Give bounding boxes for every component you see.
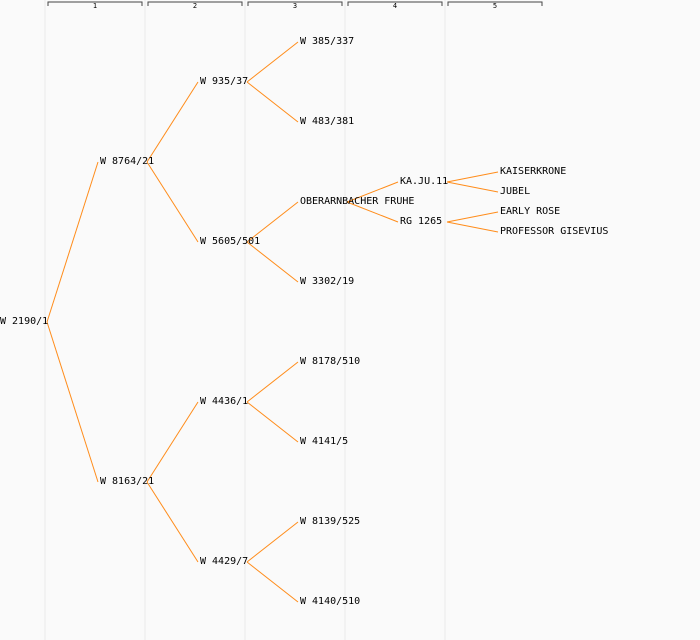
edge-n1-n12 — [146, 161, 199, 243]
node-n12121[interactable]: EARLY ROSE — [500, 206, 561, 217]
edge-n121-n1212 — [346, 201, 399, 223]
generation-bracket — [47, 1, 143, 6]
node-n12122[interactable]: PROFESSOR GISEVIUS — [500, 226, 609, 237]
edge-n22-n221 — [246, 521, 299, 563]
node-n1212[interactable]: RG 1265 — [400, 216, 443, 227]
edge-n121-n1211 — [346, 181, 399, 203]
generation-bracket — [447, 1, 543, 6]
node-n12111[interactable]: KAISERKRONE — [500, 166, 567, 177]
node-n122[interactable]: W 3302/19 — [300, 276, 355, 287]
node-n112[interactable]: W 483/381 — [300, 116, 355, 127]
edge-n21-n211 — [246, 361, 299, 403]
node-n12112[interactable]: JUBEL — [500, 186, 531, 197]
node-n1211[interactable]: KA.JU.11 — [400, 176, 449, 187]
edge-n12-n121 — [246, 201, 299, 243]
node-n222[interactable]: W 4140/510 — [300, 596, 361, 607]
node-n1[interactable]: W 8764/21 — [100, 156, 155, 167]
edge-n12-n122 — [246, 241, 299, 283]
generation-header: 3 — [292, 2, 298, 10]
node-n212[interactable]: W 4141/5 — [300, 436, 349, 447]
node-n211[interactable]: W 8178/510 — [300, 356, 361, 367]
edge-n2-n22 — [146, 481, 199, 563]
node-n21[interactable]: W 4436/1 — [200, 396, 249, 407]
generation-header: 4 — [392, 2, 398, 10]
node-n221[interactable]: W 8139/525 — [300, 516, 361, 527]
generation-bracket — [147, 1, 243, 6]
edge-n1-n11 — [146, 81, 199, 163]
generation-bracket — [247, 1, 343, 6]
node-n2[interactable]: W 8163/21 — [100, 476, 155, 487]
generation-bracket — [347, 1, 443, 6]
edge-n1212-n12122 — [446, 221, 499, 233]
edge-n1211-n12111 — [446, 171, 499, 183]
edge-n21-n212 — [246, 401, 299, 443]
edge-n22-n222 — [246, 561, 299, 603]
edge-n11-n111 — [246, 41, 299, 83]
generation-header: 2 — [192, 2, 198, 10]
edge-root-n2 — [46, 321, 99, 483]
edge-n2-n21 — [146, 401, 199, 483]
edge-root-n1 — [46, 161, 99, 323]
edge-n11-n112 — [246, 81, 299, 123]
node-n111[interactable]: W 385/337 — [300, 36, 355, 47]
node-n12[interactable]: W 5605/501 — [200, 236, 261, 247]
edge-n1211-n12112 — [446, 181, 499, 193]
node-n22[interactable]: W 4429/7 — [200, 556, 249, 567]
node-n11[interactable]: W 935/37 — [200, 76, 249, 87]
edge-n1212-n12121 — [446, 211, 499, 223]
node-root[interactable]: W 2190/1 — [0, 316, 49, 327]
generation-header: 1 — [92, 2, 98, 10]
node-n121[interactable]: OBERARNBACHER FRUHE — [300, 196, 415, 207]
generation-header: 5 — [492, 2, 498, 10]
